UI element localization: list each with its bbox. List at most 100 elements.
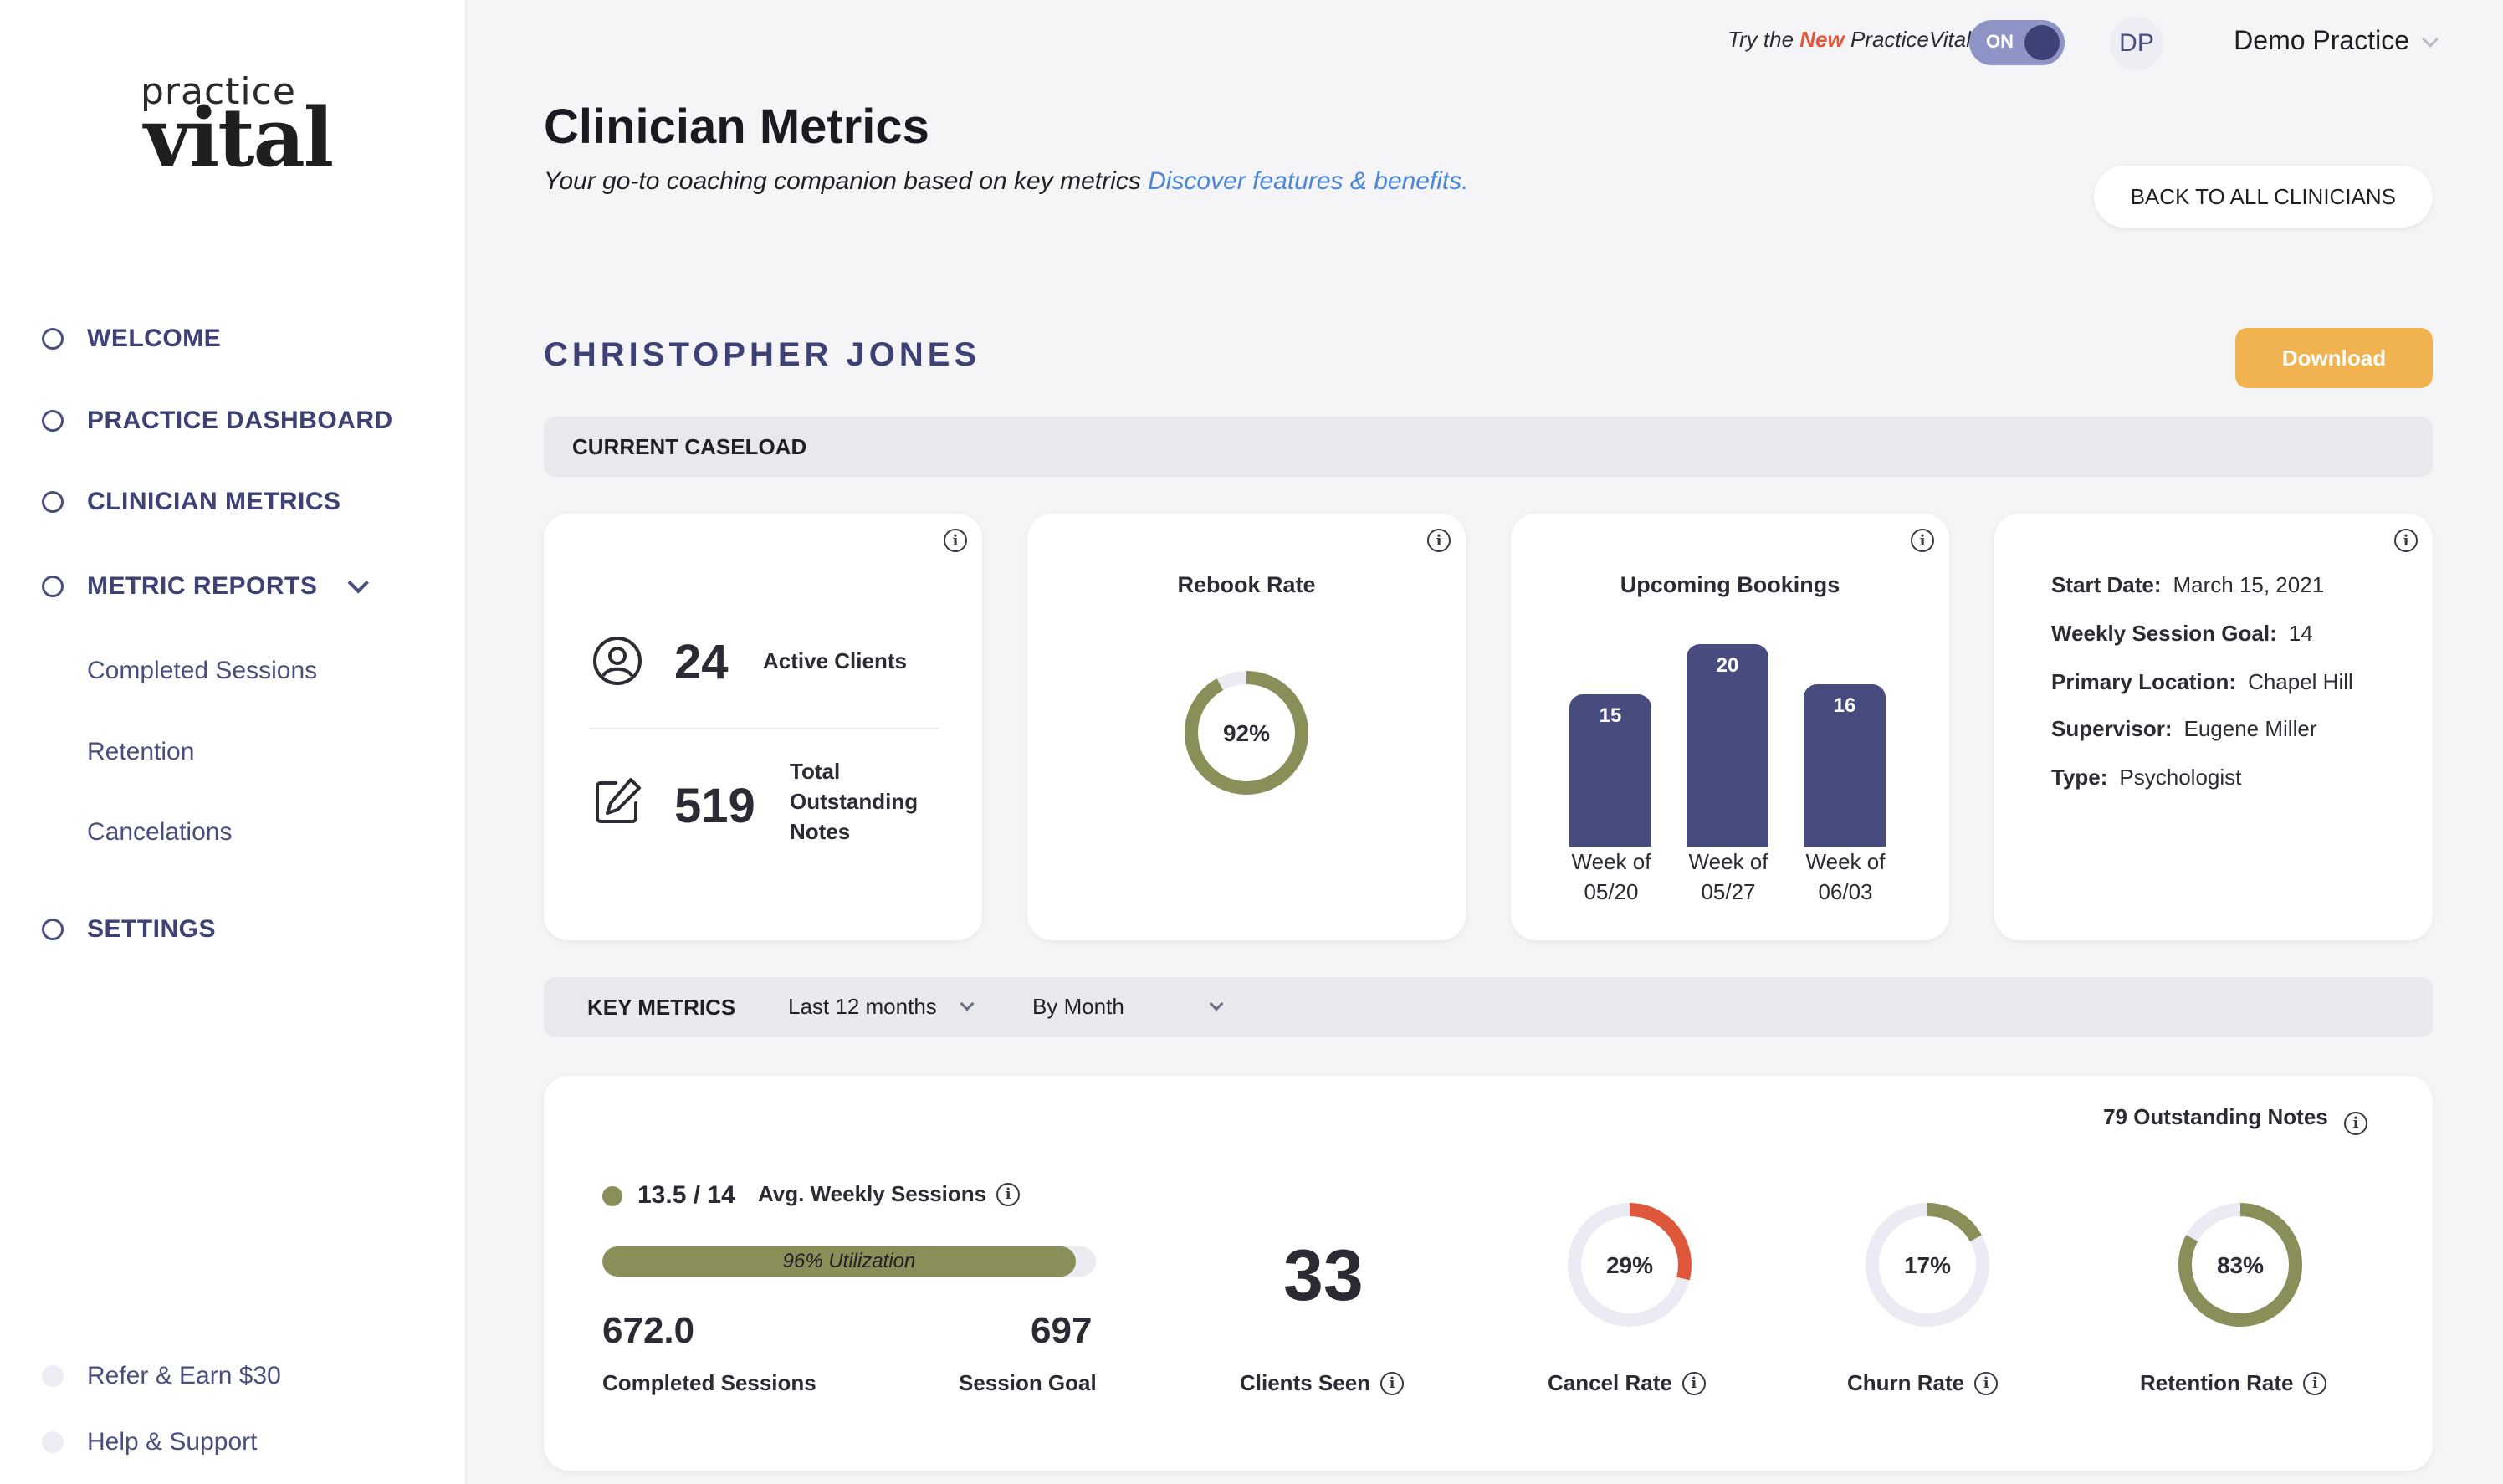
- nav-welcome[interactable]: WELCOME: [42, 325, 221, 353]
- refer-earn-label: Refer & Earn $30: [87, 1362, 281, 1389]
- info-icon[interactable]: i: [1974, 1371, 1999, 1395]
- booking-week-label-date: 06/03: [1818, 879, 1873, 904]
- booking-bar-value: 16: [1833, 694, 1856, 717]
- info-icon[interactable]: i: [2303, 1371, 2327, 1395]
- outstanding-notes-label: Total Outstanding Notes: [790, 756, 918, 847]
- upcoming-bookings-card: i Upcoming Bookings 15 20 16 Week of 05/20 W…: [1511, 514, 1949, 940]
- nav-settings-label: SETTINGS: [87, 915, 217, 943]
- donut-arc: [1568, 1203, 1692, 1327]
- weekly-sessions-value: 13.5 / 14: [637, 1181, 735, 1209]
- booking-week-label-line: Week of: [1688, 849, 1768, 874]
- nav-clinician-metrics-label: CLINICIAN METRICS: [87, 488, 341, 515]
- cancel-rate-value: 29%: [1606, 1252, 1653, 1278]
- dot-icon: [42, 1365, 64, 1387]
- booking-bar-value: 15: [1599, 704, 1622, 727]
- info-icon[interactable]: i: [1380, 1371, 1405, 1395]
- booking-bar: 15: [1569, 694, 1651, 847]
- rebook-rate-donut: 92%: [1185, 671, 1308, 795]
- booking-week-label-line: Week of: [1805, 849, 1886, 874]
- booking-week-label-date: 05/27: [1701, 879, 1756, 904]
- info-icon[interactable]: i: [996, 1182, 1021, 1206]
- nav-sub-retention[interactable]: Retention: [87, 738, 195, 765]
- retention-rate-label-text: Retention Rate: [2140, 1370, 2294, 1395]
- try-brand: PracticeVital: [1844, 27, 1971, 52]
- retention-rate-donut: 83%: [2178, 1203, 2302, 1327]
- info-icon[interactable]: i: [2394, 529, 2418, 552]
- nav-practice-dashboard[interactable]: PRACTICE DASHBOARD: [42, 407, 393, 435]
- info-icon[interactable]: i: [1681, 1371, 1706, 1395]
- avatar[interactable]: DP: [2110, 17, 2163, 70]
- supervisor-label: Supervisor:: [2051, 716, 2173, 741]
- booking-week-label-date: 05/20: [1584, 879, 1639, 904]
- nav-metric-reports[interactable]: METRIC REPORTS: [42, 572, 370, 601]
- bookings-labels: Week of 05/20 Week of 05/27 Week of 06/03: [1553, 847, 1914, 913]
- back-to-all-clinicians-button[interactable]: BACK TO ALL CLINICIANS: [2093, 166, 2433, 228]
- outstanding-notes-text: 79 Outstanding Notes: [2103, 1104, 2328, 1129]
- user-circle-icon: [593, 637, 642, 685]
- active-clients-value: 24: [674, 635, 729, 689]
- info-icon[interactable]: i: [944, 529, 967, 552]
- clients-seen-label: Clients Seen i: [1240, 1370, 1405, 1396]
- outstanding-notes-label-line: Total: [790, 759, 841, 784]
- booking-bar: 20: [1687, 644, 1768, 847]
- rebook-rate-card: i Rebook Rate 92%: [1027, 514, 1466, 940]
- info-icon[interactable]: i: [2344, 1111, 2367, 1135]
- outstanding-notes-label-line: Outstanding: [790, 789, 919, 814]
- supervisor-row: Supervisor: Eugene Miller: [2051, 716, 2316, 742]
- weekly-sessions-label: Avg. Weekly Sessions i: [758, 1181, 1021, 1207]
- help-support-link[interactable]: Help & Support: [42, 1428, 257, 1456]
- booking-bar: 16: [1804, 684, 1886, 847]
- booking-week-label: Week of 05/20: [1553, 847, 1670, 907]
- info-icon[interactable]: i: [1427, 529, 1451, 552]
- circle-icon: [42, 919, 64, 940]
- rebook-rate-label: 92%: [1223, 720, 1270, 746]
- nav-sub-completed-sessions[interactable]: Completed Sessions: [87, 657, 318, 684]
- clients-seen-label-text: Clients Seen: [1240, 1370, 1371, 1395]
- type-value: Psychologist: [2119, 765, 2242, 790]
- type-label: Type:: [2051, 765, 2108, 790]
- key-metrics-title: KEY METRICS: [587, 995, 736, 1020]
- new-version-toggle[interactable]: ON: [1969, 20, 2065, 65]
- churn-rate-donut: 17%: [1866, 1203, 1989, 1327]
- start-date-label: Start Date:: [2051, 572, 2162, 597]
- download-button[interactable]: Download: [2235, 328, 2433, 388]
- cancel-rate-donut: 29%: [1568, 1203, 1692, 1327]
- clinician-details-card: i Start Date: March 15, 2021 Weekly Sessi…: [1994, 514, 2433, 940]
- session-goal-value: 14: [2288, 621, 2313, 646]
- range-select-value: Last 12 months: [788, 994, 937, 1019]
- logo-text-top: practice: [141, 70, 296, 113]
- cancel-rate-label-text: Cancel Rate: [1548, 1370, 1672, 1395]
- try-new-text: Try the New PracticeVital: [1728, 27, 1971, 53]
- nav-clinician-metrics[interactable]: CLINICIAN METRICS: [42, 488, 341, 516]
- toggle-knob: [2024, 25, 2060, 60]
- edit-note-icon: [596, 778, 641, 823]
- nav-practice-dashboard-label: PRACTICE DASHBOARD: [87, 407, 393, 434]
- utilization-fill: [602, 1246, 1077, 1277]
- refer-earn-link[interactable]: Refer & Earn $30: [42, 1362, 281, 1390]
- chevron-down-icon[interactable]: [2422, 31, 2439, 48]
- range-select[interactable]: Last 12 months: [788, 994, 975, 1020]
- try-prefix: Try the: [1728, 27, 1800, 52]
- booking-week-label: Week of 05/27: [1670, 847, 1787, 907]
- page-title: Clinician Metrics: [544, 100, 929, 154]
- key-metrics-bar: KEY METRICS Last 12 months By Month: [544, 977, 2433, 1037]
- nav-sub-cancelations[interactable]: Cancelations: [87, 818, 233, 846]
- weekly-sessions-label-text: Avg. Weekly Sessions: [758, 1181, 987, 1206]
- nav-settings[interactable]: SETTINGS: [42, 915, 216, 944]
- logo-text-bottom: vital: [144, 90, 334, 185]
- outstanding-notes-summary: 79 Outstanding Notes i: [2103, 1104, 2367, 1135]
- chevron-down-icon: [1209, 996, 1224, 1011]
- chevron-down-icon[interactable]: [347, 572, 370, 594]
- practicevital-logo[interactable]: practice vital: [141, 70, 341, 185]
- booking-bar-value: 20: [1716, 654, 1739, 677]
- info-icon[interactable]: i: [1911, 529, 1934, 552]
- donut-arc: [2178, 1203, 2302, 1327]
- outstanding-notes-value: 519: [674, 779, 755, 833]
- session-goal-value: 697: [1031, 1310, 1093, 1351]
- discover-features-link[interactable]: Discover features & benefits.: [1148, 167, 1469, 195]
- primary-location-label: Primary Location:: [2051, 669, 2237, 694]
- group-select[interactable]: By Month: [1032, 994, 1224, 1020]
- clients-seen-value: 33: [1283, 1236, 1364, 1316]
- utilization-bar: 96% Utilization: [602, 1246, 1096, 1277]
- practice-selector[interactable]: Demo Practice: [2234, 25, 2409, 55]
